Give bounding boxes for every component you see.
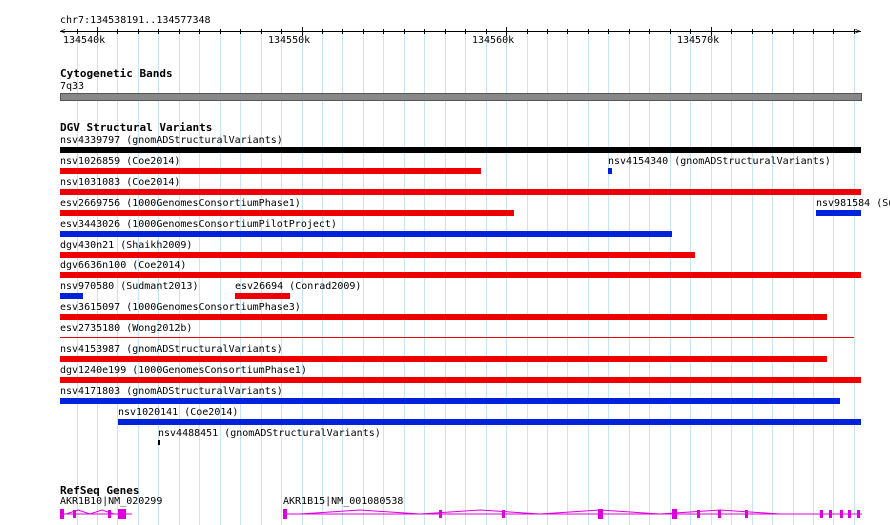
ruler-tick-label: 134550k xyxy=(268,35,311,46)
variant-bar-nsv4339797[interactable] xyxy=(60,147,861,153)
variant-bar-nsv4153987[interactable] xyxy=(60,356,827,362)
cytoband-label: 7q33 xyxy=(60,81,85,92)
ruler-minor-tick xyxy=(261,29,262,34)
ruler-minor-tick xyxy=(281,29,282,34)
ruler-minor-tick xyxy=(690,29,691,34)
variant-label-nsv1026859[interactable]: nsv1026859 (Coe2014) xyxy=(60,155,181,167)
variant-bar-nsv1031083[interactable] xyxy=(60,188,861,195)
ruler-minor-tick xyxy=(158,29,159,34)
variant-bar-dgv430n21[interactable] xyxy=(60,251,695,258)
ruler-minor-tick xyxy=(445,29,446,34)
ruler-minor-tick xyxy=(527,29,528,34)
variant-label-nsv1020141[interactable]: nsv1020141 (Coe2014) xyxy=(118,406,239,418)
cytoband-bar[interactable] xyxy=(60,93,862,101)
variant-label-dgv6636n100[interactable]: dgv6636n100 (Coe2014) xyxy=(60,260,187,272)
ruler-minor-tick xyxy=(588,29,589,34)
variant-label-nsv1031083[interactable]: nsv1031083 (Coe2014) xyxy=(60,176,181,188)
variant-label-nsv4153987[interactable]: nsv4153987 (gnomADStructuralVariants) xyxy=(60,344,283,355)
variant-label-nsv970580[interactable]: nsv970580 (Sudmant2013) xyxy=(60,281,199,293)
ruler-minor-tick xyxy=(220,29,221,34)
ruler-major-tick xyxy=(711,27,712,36)
ruler-minor-tick xyxy=(465,29,466,34)
ruler-minor-tick xyxy=(342,29,343,34)
variant-label-dgv430n21[interactable]: dgv430n21 (Shaikh2009) xyxy=(60,239,193,251)
ruler-minor-tick xyxy=(752,29,753,34)
variant-label-nsv4154340[interactable]: nsv4154340 (gnomADStructuralVariants) xyxy=(608,155,831,167)
ruler-minor-tick xyxy=(179,29,180,34)
ruler-tick-label: 134570k xyxy=(677,35,720,46)
ruler-minor-tick xyxy=(649,29,650,34)
variant-bar-nsv1026859[interactable] xyxy=(60,167,481,174)
gene-label-akr1b15[interactable]: AKR1B15|NM_001080538 xyxy=(283,496,404,507)
gene-label-akr1b10[interactable]: AKR1B10|NM_020299 xyxy=(60,496,163,507)
ruler-tick-label: 134560k xyxy=(472,35,515,46)
ruler-minor-tick xyxy=(833,29,834,34)
variant-bar-nsv4488451[interactable] xyxy=(158,439,160,445)
variant-label-nsv4171803[interactable]: nsv4171803 (gnomADStructuralVariants) xyxy=(60,385,283,397)
variant-label-esv3615097[interactable]: esv3615097 (1000GenomesConsortiumPhase3) xyxy=(60,302,301,314)
ruler-minor-tick xyxy=(322,29,323,34)
variant-bar-esv3443026[interactable] xyxy=(60,230,672,237)
gene-model-akr1b10[interactable] xyxy=(60,509,132,519)
ruler-minor-tick xyxy=(138,29,139,34)
ruler-tick-label: 134540k xyxy=(63,35,106,46)
ruler-major-tick xyxy=(302,27,303,36)
ruler-minor-tick xyxy=(486,29,487,34)
variant-bar-esv26694[interactable] xyxy=(235,293,290,300)
variant-label-nsv981584[interactable]: nsv981584 (Su xyxy=(816,197,890,209)
refseq-title: RefSeq Genes xyxy=(60,484,140,497)
ruler-minor-tick xyxy=(793,29,794,34)
variant-bar-nsv981584[interactable] xyxy=(816,209,861,216)
variant-label-nsv4339797[interactable]: nsv4339797 (gnomADStructuralVariants) xyxy=(60,135,283,146)
variant-bar-dgv6636n100[interactable] xyxy=(60,272,861,279)
variant-label-esv2735180[interactable]: esv2735180 (Wong2012b) xyxy=(60,323,193,335)
variant-label-dgv1240e199[interactable]: dgv1240e199 (1000GenomesConsortiumPhase1… xyxy=(60,364,307,376)
ruler-axis xyxy=(60,31,861,32)
ruler-minor-tick xyxy=(117,29,118,34)
ruler-minor-tick xyxy=(567,29,568,34)
gene-model-akr1b15[interactable] xyxy=(283,509,862,519)
variant-bar-nsv1020141[interactable] xyxy=(118,418,861,425)
ruler-minor-tick xyxy=(670,29,671,34)
refseq-gene-models xyxy=(60,509,862,519)
ruler-minor-tick xyxy=(608,29,609,34)
ruler-minor-tick xyxy=(383,29,384,34)
ruler-minor-tick xyxy=(547,29,548,34)
variant-bar-esv2735180[interactable] xyxy=(60,337,854,339)
variant-bar-dgv1240e199[interactable] xyxy=(60,376,861,383)
dgv-title: DGV Structural Variants xyxy=(60,121,213,134)
location-label: chr7:134538191..134577348 xyxy=(60,15,211,26)
ruler-major-tick xyxy=(506,27,507,36)
variant-bar-esv2669756[interactable] xyxy=(60,209,514,216)
cytoband-title: Cytogenetic Bands xyxy=(60,67,173,80)
variant-bar-nsv4154340[interactable] xyxy=(608,167,612,174)
ruler-minor-tick xyxy=(404,29,405,34)
variant-label-esv26694[interactable]: esv26694 (Conrad2009) xyxy=(235,281,362,293)
variant-label-nsv4488451[interactable]: nsv4488451 (gnomADStructuralVariants) xyxy=(158,427,381,439)
ruler-minor-tick xyxy=(77,29,78,34)
ruler-right-arrow: > xyxy=(855,27,861,37)
variant-bar-nsv4171803[interactable] xyxy=(60,397,840,404)
ruler-left-arrow: < xyxy=(60,27,66,37)
ruler-minor-tick xyxy=(240,29,241,34)
variant-label-esv2669756[interactable]: esv2669756 (1000GenomesConsortiumPhase1) xyxy=(60,197,301,209)
variant-label-esv3443026[interactable]: esv3443026 (1000GenomesConsortiumPilotPr… xyxy=(60,218,337,230)
ruler-minor-tick xyxy=(854,29,855,34)
variant-bar-esv3615097[interactable] xyxy=(60,314,827,321)
ruler-minor-tick xyxy=(199,29,200,34)
ruler-minor-tick xyxy=(363,29,364,34)
ruler-minor-tick xyxy=(813,29,814,34)
ruler-minor-tick xyxy=(424,29,425,34)
ruler-minor-tick xyxy=(772,29,773,34)
variant-bar-nsv970580[interactable] xyxy=(60,293,83,300)
ruler-major-tick xyxy=(97,27,98,36)
ruler-minor-tick xyxy=(629,29,630,34)
ruler-minor-tick xyxy=(731,29,732,34)
